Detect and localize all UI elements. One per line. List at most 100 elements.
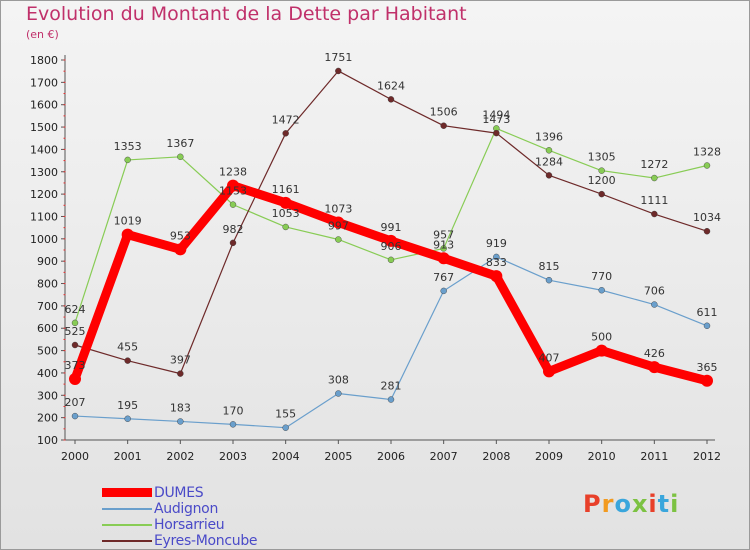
y-tick-label: 300 [37,389,58,402]
y-tick-label: 1400 [30,143,58,156]
data-point [229,239,237,247]
data-label: 373 [65,359,86,372]
legend-label: Audignon [154,501,219,517]
data-label: 1506 [430,106,458,119]
data-label: 1111 [640,194,668,207]
data-point [124,415,131,422]
legend-label: Eyres-Moncube [154,533,258,549]
data-point [177,153,184,160]
data-label: 833 [486,256,507,269]
proxiti-logo: Proxiti [583,490,680,518]
x-tick-label: 2009 [535,450,563,463]
data-label: 957 [433,228,454,241]
data-label: 207 [65,396,86,409]
y-tick-label: 700 [37,300,58,313]
data-point [124,156,131,164]
data-point [174,243,187,256]
data-point [703,228,711,235]
data-point [545,147,553,154]
data-point [493,129,500,137]
data-point [71,319,79,327]
data-point [282,130,289,137]
x-tick-label: 2008 [482,450,510,463]
y-tick-label: 400 [37,367,58,380]
x-tick-label: 2010 [588,450,616,463]
data-point [651,210,658,218]
data-point [121,228,134,241]
y-tick-label: 1500 [30,121,58,134]
data-label: 155 [275,408,296,421]
y-tick-label: 1800 [30,54,58,67]
legend-label: DUMES [154,485,204,501]
data-label: 170 [223,404,244,417]
data-point [440,122,447,129]
data-label: 1272 [640,158,668,171]
data-point [229,421,237,428]
data-point [651,301,658,308]
data-label: 982 [223,223,244,236]
data-label: 397 [170,354,191,367]
y-tick-label: 1300 [30,166,58,179]
data-point [332,216,345,229]
data-label: 1073 [324,203,352,216]
data-label: 1019 [114,215,142,228]
data-point [282,424,289,431]
data-point [493,253,500,261]
series-line-dumes [70,181,712,386]
y-tick-label: 1700 [30,76,58,89]
data-label: 1328 [693,146,721,159]
chart-title: Evolution du Montant de la Dette par Hab… [26,3,467,25]
data-point [385,234,397,247]
data-label: 281 [381,380,402,393]
legend-swatch [102,508,152,510]
data-label: 365 [697,361,718,374]
unit-label: (en €) [26,28,59,41]
data-label: 1472 [272,113,300,126]
x-tick-label: 2001 [114,450,142,463]
legend-swatch [102,540,152,542]
y-tick-label: 800 [37,278,58,291]
data-point [71,412,79,420]
data-label: 1153 [219,185,247,198]
data-point [335,236,342,243]
data-label: 1238 [219,166,247,179]
data-point [545,172,553,179]
y-tick-label: 200 [37,412,58,425]
y-tick-label: 1600 [30,99,58,112]
y-tick-label: 1000 [30,233,58,246]
data-point [177,370,184,377]
data-point [543,365,555,378]
data-point [545,276,553,284]
data-label: 195 [117,399,138,412]
data-label: 913 [433,238,454,251]
data-point [229,201,237,208]
data-label: 500 [591,331,612,344]
data-point [69,372,81,385]
data-label: 953 [170,229,191,242]
data-point [335,67,342,75]
data-label: 919 [486,237,507,250]
y-tick-label: 100 [37,434,58,447]
data-label: 624 [65,303,86,316]
data-label: 1053 [272,207,300,220]
data-label: 455 [117,341,138,354]
line-chart: 100 200 300 400 500 600 700 800 900 1000 1100 1200 1… [30,51,721,463]
legend-swatch [102,524,152,526]
data-point [703,162,711,169]
y-tick-label: 1100 [30,210,58,223]
data-label: 1473 [482,113,510,126]
y-tick-label: 500 [37,345,58,358]
data-label: 991 [381,221,402,234]
data-label: 706 [644,285,665,298]
data-point [595,344,608,357]
data-point [440,287,447,295]
data-label: 1353 [114,140,142,153]
data-point [177,418,184,425]
data-point [701,374,713,387]
data-label: 426 [644,347,665,360]
x-tick-label: 2011 [640,450,668,463]
data-label: 997 [328,219,349,232]
data-label: 1624 [377,79,405,92]
x-tick-label: 2000 [61,450,89,463]
data-label: 767 [433,271,454,284]
